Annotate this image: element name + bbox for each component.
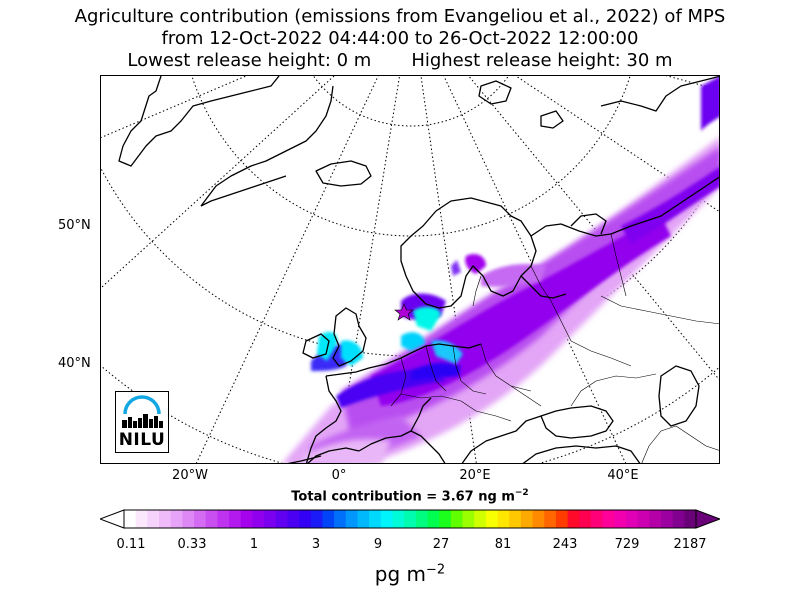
colorbar-segment: [497, 510, 510, 528]
colorbar-tick: 3: [311, 537, 321, 552]
colorbar-tick: 729: [614, 537, 640, 552]
colorbar-segment: [544, 510, 557, 528]
colorbar-segment: [369, 510, 382, 528]
colorbar-segment: [240, 510, 253, 528]
colorbar-segment: [660, 510, 674, 528]
colorbar-segment: [124, 510, 137, 528]
coastlines: [118, 76, 719, 463]
colorbar-segment: [532, 510, 545, 528]
lat-label-40n: 40°N: [58, 356, 91, 371]
colorbar-segment: [474, 510, 487, 528]
colorbar-segment: [135, 510, 148, 528]
colorbar-segment: [427, 510, 440, 528]
lon-label-0: 0°: [331, 468, 347, 483]
colorbar-segment: [345, 510, 358, 528]
colorbar-segment: [625, 510, 639, 528]
colorbar-segment: [637, 510, 650, 528]
total-contribution-exponent: −2: [514, 488, 529, 498]
colorbar-segment: [275, 510, 288, 528]
colorbar-segment: [614, 510, 627, 528]
colorbar-segment: [334, 510, 347, 528]
colorbar: [100, 509, 720, 529]
colorbar-segment: [590, 510, 604, 528]
colorbar-segment: [684, 510, 697, 528]
lat-label-50n: 50°N: [58, 218, 91, 233]
colorbar-min-arrow: [100, 509, 125, 529]
colorbar-segment: [252, 510, 265, 528]
map-canvas: [101, 76, 719, 463]
colorbar-segment: [450, 510, 463, 528]
colorbar-frame: [123, 509, 697, 529]
colorbar-segment: [392, 510, 405, 528]
colorbar-segment: [380, 510, 393, 528]
highest-release-height: Highest release height: 30 m: [411, 50, 673, 71]
colorbar-tick: 1: [249, 537, 259, 552]
country-borders: [390, 233, 719, 463]
lowest-release-height: Lowest release height: 0 m: [127, 50, 372, 71]
colorbar-segment: [567, 510, 580, 528]
colorbar-segment: [147, 510, 160, 528]
colorbar-segment: [649, 510, 662, 528]
colorbar-segment: [170, 510, 183, 528]
lon-label-40e: 40°E: [607, 468, 639, 483]
colorbar-segment: [672, 510, 685, 528]
title-line-2: from 12-Oct-2022 04:44:00 to 26-Oct-2022…: [161, 28, 639, 49]
colorbar-segment: [357, 510, 370, 528]
colorbar-segment: [509, 510, 522, 528]
nilu-logo: NILU: [115, 391, 169, 453]
colorbar-segment: [404, 510, 417, 528]
colorbar-segment: [555, 510, 568, 528]
colorbar-segment: [322, 510, 335, 528]
star-marker: [394, 303, 414, 321]
colorbar-tick: 0.11: [116, 537, 146, 552]
colorbar-segments: [124, 510, 697, 528]
colorbar-segment: [299, 510, 312, 528]
colorbar-tick: 81: [494, 537, 512, 552]
map-panel: [100, 75, 720, 464]
colorbar-tick: 243: [552, 537, 578, 552]
colorbar-segment: [310, 510, 323, 528]
total-contribution-text: Total contribution = 3.67 ng m: [291, 489, 515, 505]
lon-label-20e: 20°E: [459, 468, 491, 483]
colorbar-segment: [194, 510, 207, 528]
colorbar-segment: [159, 510, 172, 528]
colorbar-segment: [485, 510, 498, 528]
colorbar-tick: 2187: [673, 537, 707, 552]
colorbar-segment: [439, 510, 452, 528]
colorbar-tick: 9: [373, 537, 383, 552]
colorbar-segment: [182, 510, 195, 528]
colorbar-segment: [602, 510, 615, 528]
total-contribution: Total contribution = 3.67 ng m−2: [0, 488, 800, 504]
colorbar-tick: 27: [432, 537, 450, 552]
colorbar-unit-exponent: −2: [426, 562, 446, 578]
colorbar-segment: [287, 510, 300, 528]
colorbar-tick: 0.33: [177, 537, 207, 552]
colorbar-segment: [415, 510, 428, 528]
colorbar-segment: [579, 510, 592, 528]
colorbar-segment: [217, 510, 230, 528]
title-line-1: Agriculture contribution (emissions from…: [74, 6, 726, 27]
title-line-3: Lowest release height: 0 m Highest releas…: [0, 50, 800, 72]
colorbar-segment: [462, 510, 475, 528]
nilu-logo-text: NILU: [118, 430, 166, 450]
colorbar-segment: [264, 510, 277, 528]
colorbar-segment: [205, 510, 218, 528]
colorbar-segment: [520, 510, 533, 528]
colorbar-segment: [229, 510, 242, 528]
colorbar-unit-text: pg m: [374, 562, 427, 586]
colorbar-unit: pg m−2: [0, 562, 800, 586]
lon-label-20w: 20°W: [172, 468, 208, 483]
concentration-plume: [282, 76, 719, 463]
colorbar-max-arrow: [695, 509, 720, 529]
nilu-logo-graphic: [122, 395, 163, 428]
